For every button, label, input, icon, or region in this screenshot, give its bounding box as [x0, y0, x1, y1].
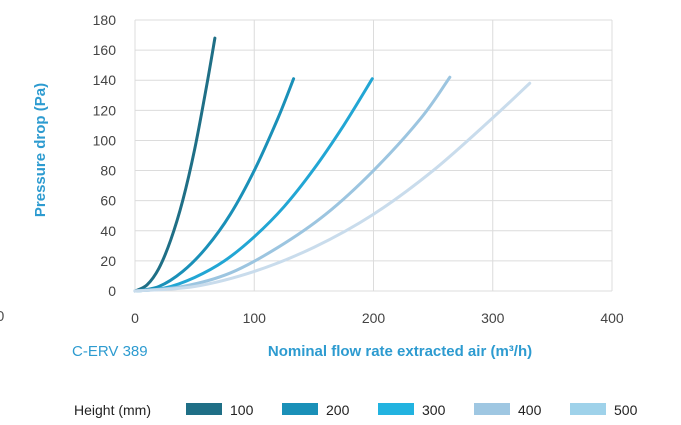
series-lines	[133, 36, 532, 293]
legend-label: 400	[518, 402, 542, 418]
y-tick-label: 160	[93, 42, 117, 58]
legend-label: 200	[326, 402, 350, 418]
x-axis-label: Nominal flow rate extracted air (m³/h)	[268, 343, 532, 360]
x-tick-label: 400	[600, 310, 624, 326]
y-tick-label: 60	[100, 193, 116, 209]
y-tick-label: 0	[108, 283, 116, 299]
pressure-drop-chart: 0 20 40 60 80 100 120 140 160 180 0 100 200 300 400 No…	[32, 12, 624, 360]
x-tick-label: 100	[243, 310, 267, 326]
series-line-500	[133, 81, 532, 293]
model-label: C-ERV 389	[72, 343, 148, 360]
legend-label: 300	[422, 402, 446, 418]
legend-label: 500	[614, 402, 638, 418]
series-line-300	[133, 77, 374, 293]
legend: Height (mm) 100 200 300 400 500	[0, 398, 681, 422]
legend-swatch	[186, 403, 222, 415]
y-tick-label: 20	[100, 253, 116, 269]
legend-swatch	[378, 403, 414, 415]
x-tick-label: 300	[481, 310, 505, 326]
series-line-200	[133, 77, 296, 293]
y-tick-label: 140	[93, 72, 117, 88]
clipped-tick-label: 0	[0, 308, 5, 325]
legend-swatch	[282, 403, 318, 415]
x-tick-label: 0	[131, 310, 139, 326]
y-tick-label: 180	[93, 12, 117, 28]
y-tick-label: 40	[100, 223, 116, 239]
y-tick-label: 120	[93, 102, 117, 118]
y-tick-label: 80	[100, 163, 116, 179]
series-line-400	[133, 75, 452, 293]
grid	[134, 19, 613, 292]
x-tick-label: 200	[362, 310, 386, 326]
legend-label: 100	[230, 402, 254, 418]
legend-title: Height (mm)	[74, 402, 152, 418]
tick-labels: 0 20 40 60 80 100 120 140 160 180 0 100 200 300 400	[93, 12, 624, 326]
legend-swatch	[570, 403, 606, 415]
y-tick-label: 100	[93, 132, 117, 148]
series-line-100	[133, 36, 217, 293]
y-axis-label: Pressure drop (Pa)	[32, 83, 49, 217]
legend-swatch	[474, 403, 510, 415]
